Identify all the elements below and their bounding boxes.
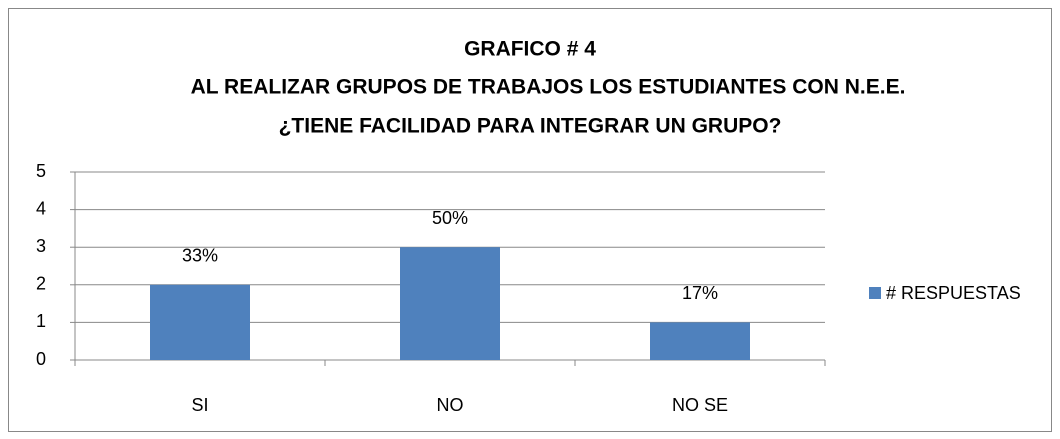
data-label: 50% xyxy=(432,208,468,228)
y-tick-label: 1 xyxy=(36,311,46,331)
data-label: 17% xyxy=(682,283,718,303)
chart-title: AL REALIZAR GRUPOS DE TRABAJOS LOS ESTUD… xyxy=(191,76,906,99)
x-tick-label: NO xyxy=(437,395,464,415)
x-tick-label: NO SE xyxy=(672,395,728,415)
bar xyxy=(650,322,750,360)
bar xyxy=(150,284,250,360)
chart-title: ¿TIENE FACILIDAD PARA INTEGRAR UN GRUPO? xyxy=(279,115,782,138)
chart-frame xyxy=(8,8,1052,432)
y-tick-label: 0 xyxy=(36,349,46,369)
y-tick-label: 5 xyxy=(36,161,46,181)
x-tick-label: SI xyxy=(191,395,208,415)
y-tick-label: 2 xyxy=(36,274,46,294)
legend-swatch xyxy=(869,287,881,299)
bar xyxy=(400,247,500,360)
legend-label: # RESPUESTAS xyxy=(886,283,1021,303)
y-tick-label: 3 xyxy=(36,236,46,256)
chart-title: GRAFICO # 4 xyxy=(464,38,596,61)
y-tick-label: 4 xyxy=(36,198,46,218)
data-label: 33% xyxy=(182,246,218,266)
